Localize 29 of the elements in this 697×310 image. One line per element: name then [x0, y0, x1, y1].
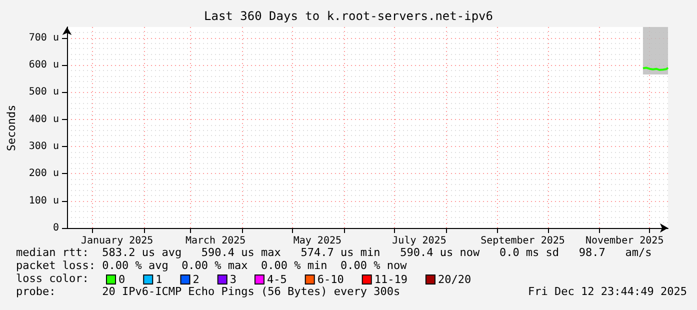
legend-label: 6-10 — [317, 273, 344, 286]
text: probe: 20 IPv6-ICMP Echo Pings (56 Bytes) every 300s — [16, 285, 400, 298]
x-tick-label: May 2025 — [293, 236, 342, 246]
y-axis-title: Seconds — [5, 104, 18, 152]
legend-label: 4-5 — [266, 273, 287, 286]
y-tick-label: 500 u — [28, 86, 59, 98]
chart-title: Last 360 Days to k.root-servers.net-ipv6 — [204, 9, 493, 23]
y-tick-label: 0 — [52, 222, 59, 234]
y-tick-label: 100 u — [28, 195, 59, 206]
text: median rtt: 583.2 us avg 590.4 us max 574.7 us min 590.4 us now 0.0 ms sd 98.7 am/s — [16, 246, 652, 259]
y-tick-label: 600 u — [28, 60, 59, 71]
x-tick-label: November 2025 — [585, 236, 664, 246]
text: loss color: — [16, 272, 89, 285]
legend-label: 3 — [230, 273, 236, 286]
text: packet loss: 0.00 % avg 0.00 % max 0.00 % min 0.00 % now — [16, 259, 408, 272]
x-tick-label: March 2025 — [185, 236, 246, 246]
text: Fri Dec 12 23:44:49 2025 — [528, 285, 688, 298]
y-tick-label: 400 u — [28, 114, 59, 125]
y-tick-label: 200 u — [28, 168, 59, 180]
x-tick-label: September 2025 — [480, 236, 565, 246]
x-tick-label: July 2025 — [392, 236, 446, 246]
legend-label: 0 — [118, 273, 126, 286]
legend-label: 20/20 — [438, 273, 472, 286]
y-tick-label: 700 u — [28, 32, 59, 44]
legend-label: 11-19 — [374, 273, 408, 286]
legend-label: 1 — [156, 273, 162, 286]
x-tick-label: January 2025 — [80, 236, 154, 246]
legend-label: 2 — [192, 273, 200, 286]
y-tick-label: 300 u — [28, 141, 59, 152]
